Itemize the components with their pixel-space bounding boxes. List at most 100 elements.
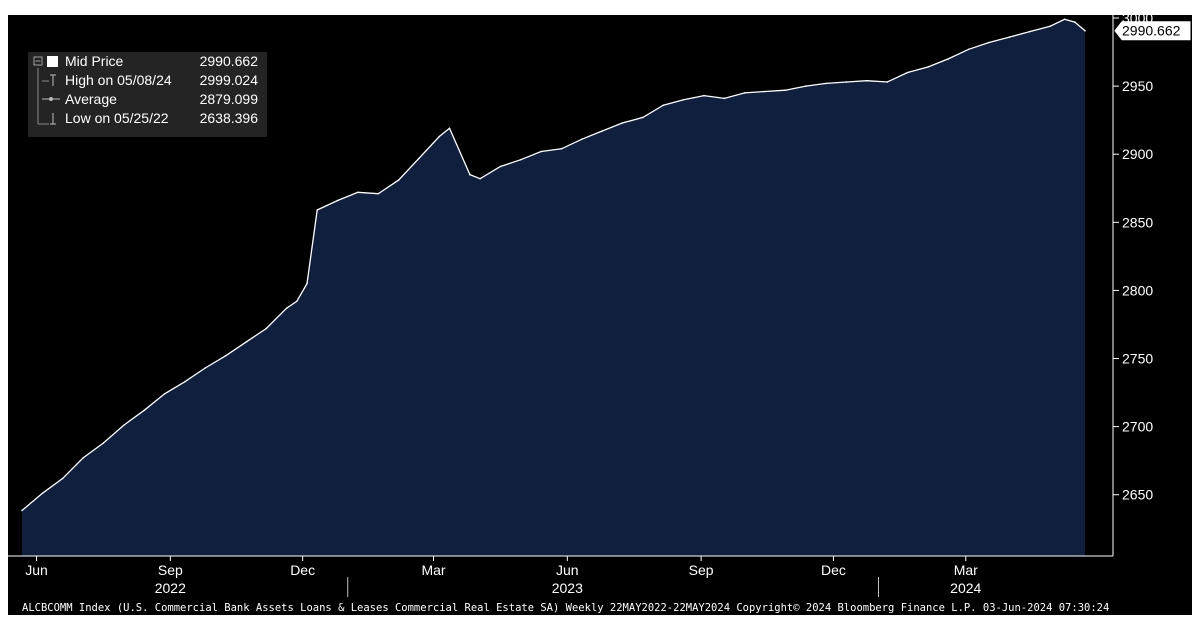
x-tick-label: Mar: [421, 562, 445, 578]
x-tick-label: Jun: [556, 562, 579, 578]
data-point: [662, 104, 665, 106]
x-year-label: 2024: [950, 580, 981, 596]
last-value-label: 2990.662: [1122, 23, 1181, 39]
data-point: [397, 179, 400, 181]
x-tick-label: Sep: [689, 562, 714, 578]
legend-row: High on 05/08/24 2999.024: [42, 72, 258, 88]
data-point: [560, 148, 563, 150]
data-point: [204, 367, 206, 369]
x-tick-label: Dec: [290, 562, 315, 578]
x-year-label: 2023: [552, 580, 583, 596]
data-point: [357, 191, 359, 194]
area-layer: [21, 18, 1086, 557]
data-point: [102, 442, 105, 444]
data-point: [469, 173, 471, 176]
data-point: [61, 477, 64, 480]
data-point: [82, 457, 84, 459]
data-point: [163, 393, 166, 395]
y-tick-label: 2650: [1122, 487, 1153, 503]
data-point: [245, 341, 247, 344]
data-point: [581, 138, 583, 140]
legend-swatch-square: [47, 56, 58, 67]
data-point: [805, 85, 807, 87]
data-point: [499, 165, 502, 168]
legend-collapse-icon: [33, 56, 43, 66]
legend-label: Mid Price: [65, 53, 124, 69]
x-tick-label: Dec: [821, 562, 846, 578]
data-point: [520, 158, 522, 161]
x-axis: Jun Sep Dec Mar Jun Sep Dec Mar 2022 2023 2024: [8, 555, 1113, 597]
y-tick-label: 2800: [1122, 282, 1153, 298]
data-point: [621, 122, 624, 124]
data-point: [41, 492, 44, 495]
legend-row: Low on 05/25/22 2638.396: [38, 110, 258, 126]
data-point: [723, 97, 726, 100]
data-point: [265, 327, 268, 330]
last-value-callout: 2990.662: [1114, 21, 1191, 41]
y-tick-label: 2700: [1122, 419, 1153, 435]
data-point: [743, 92, 746, 94]
data-point: [927, 66, 929, 68]
data-point: [316, 209, 319, 211]
data-point: [784, 89, 787, 91]
data-point: [123, 424, 125, 427]
data-point: [143, 409, 145, 412]
data-point: [764, 90, 766, 93]
data-point: [866, 79, 868, 82]
footer: ALCBCOMM Index (U.S. Commercial Bank Ass…: [22, 602, 1109, 614]
footer-text: ALCBCOMM Index (U.S. Commercial Bank Ass…: [22, 602, 1109, 614]
legend-value: 2990.662: [200, 53, 259, 69]
data-point: [306, 282, 308, 285]
data-point: [886, 81, 888, 83]
data-point: [642, 116, 644, 119]
x-year-label: 2022: [155, 580, 186, 596]
data-point: [184, 380, 186, 383]
data-point: [1084, 29, 1086, 32]
data-point: [285, 307, 288, 309]
legend-label: Average: [65, 91, 117, 107]
data-point: [224, 355, 227, 357]
y-tick-label: 2950: [1122, 78, 1153, 94]
data-point: [479, 177, 481, 180]
y-tick-label: 2750: [1122, 351, 1153, 367]
data-point: [682, 98, 685, 101]
data-point: [296, 300, 298, 303]
x-tick-label: Mar: [954, 562, 978, 578]
series-area-mid-price: [22, 19, 1085, 557]
data-point: [601, 130, 603, 132]
data-point: [448, 127, 451, 130]
legend-box: [28, 52, 267, 137]
data-point: [1049, 25, 1051, 28]
legend-avg-dot: [49, 97, 53, 101]
legend-value: 2999.024: [200, 72, 259, 88]
data-point: [438, 135, 441, 138]
data-point: [967, 48, 970, 51]
data-point: [336, 199, 339, 202]
data-point: [988, 41, 990, 44]
x-tick-label: Jun: [25, 562, 48, 578]
legend: Mid Price 2990.662 High on 05/08/24 2999.02…: [28, 52, 267, 137]
data-point: [947, 58, 950, 60]
data-point: [825, 82, 827, 85]
legend-label: Low on 05/25/22: [65, 110, 169, 126]
data-point: [377, 192, 380, 195]
data-point: [906, 71, 909, 74]
data-point: [1008, 36, 1011, 38]
legend-row: Mid Price 2990.662: [47, 53, 258, 69]
y-tick-label: 2900: [1122, 146, 1153, 162]
y-tick-label: 2850: [1122, 214, 1153, 230]
legend-value: 2879.099: [200, 91, 259, 107]
legend-row: Average 2879.099: [42, 91, 258, 107]
legend-label: High on 05/08/24: [65, 72, 172, 88]
data-point: [1063, 18, 1066, 21]
data-point: [21, 509, 23, 512]
data-point: [540, 150, 542, 153]
data-point: [1074, 21, 1076, 23]
legend-value: 2638.396: [200, 110, 259, 126]
data-point: [1028, 30, 1031, 33]
last-value-marker: [1114, 21, 1191, 41]
data-point: [703, 94, 705, 97]
